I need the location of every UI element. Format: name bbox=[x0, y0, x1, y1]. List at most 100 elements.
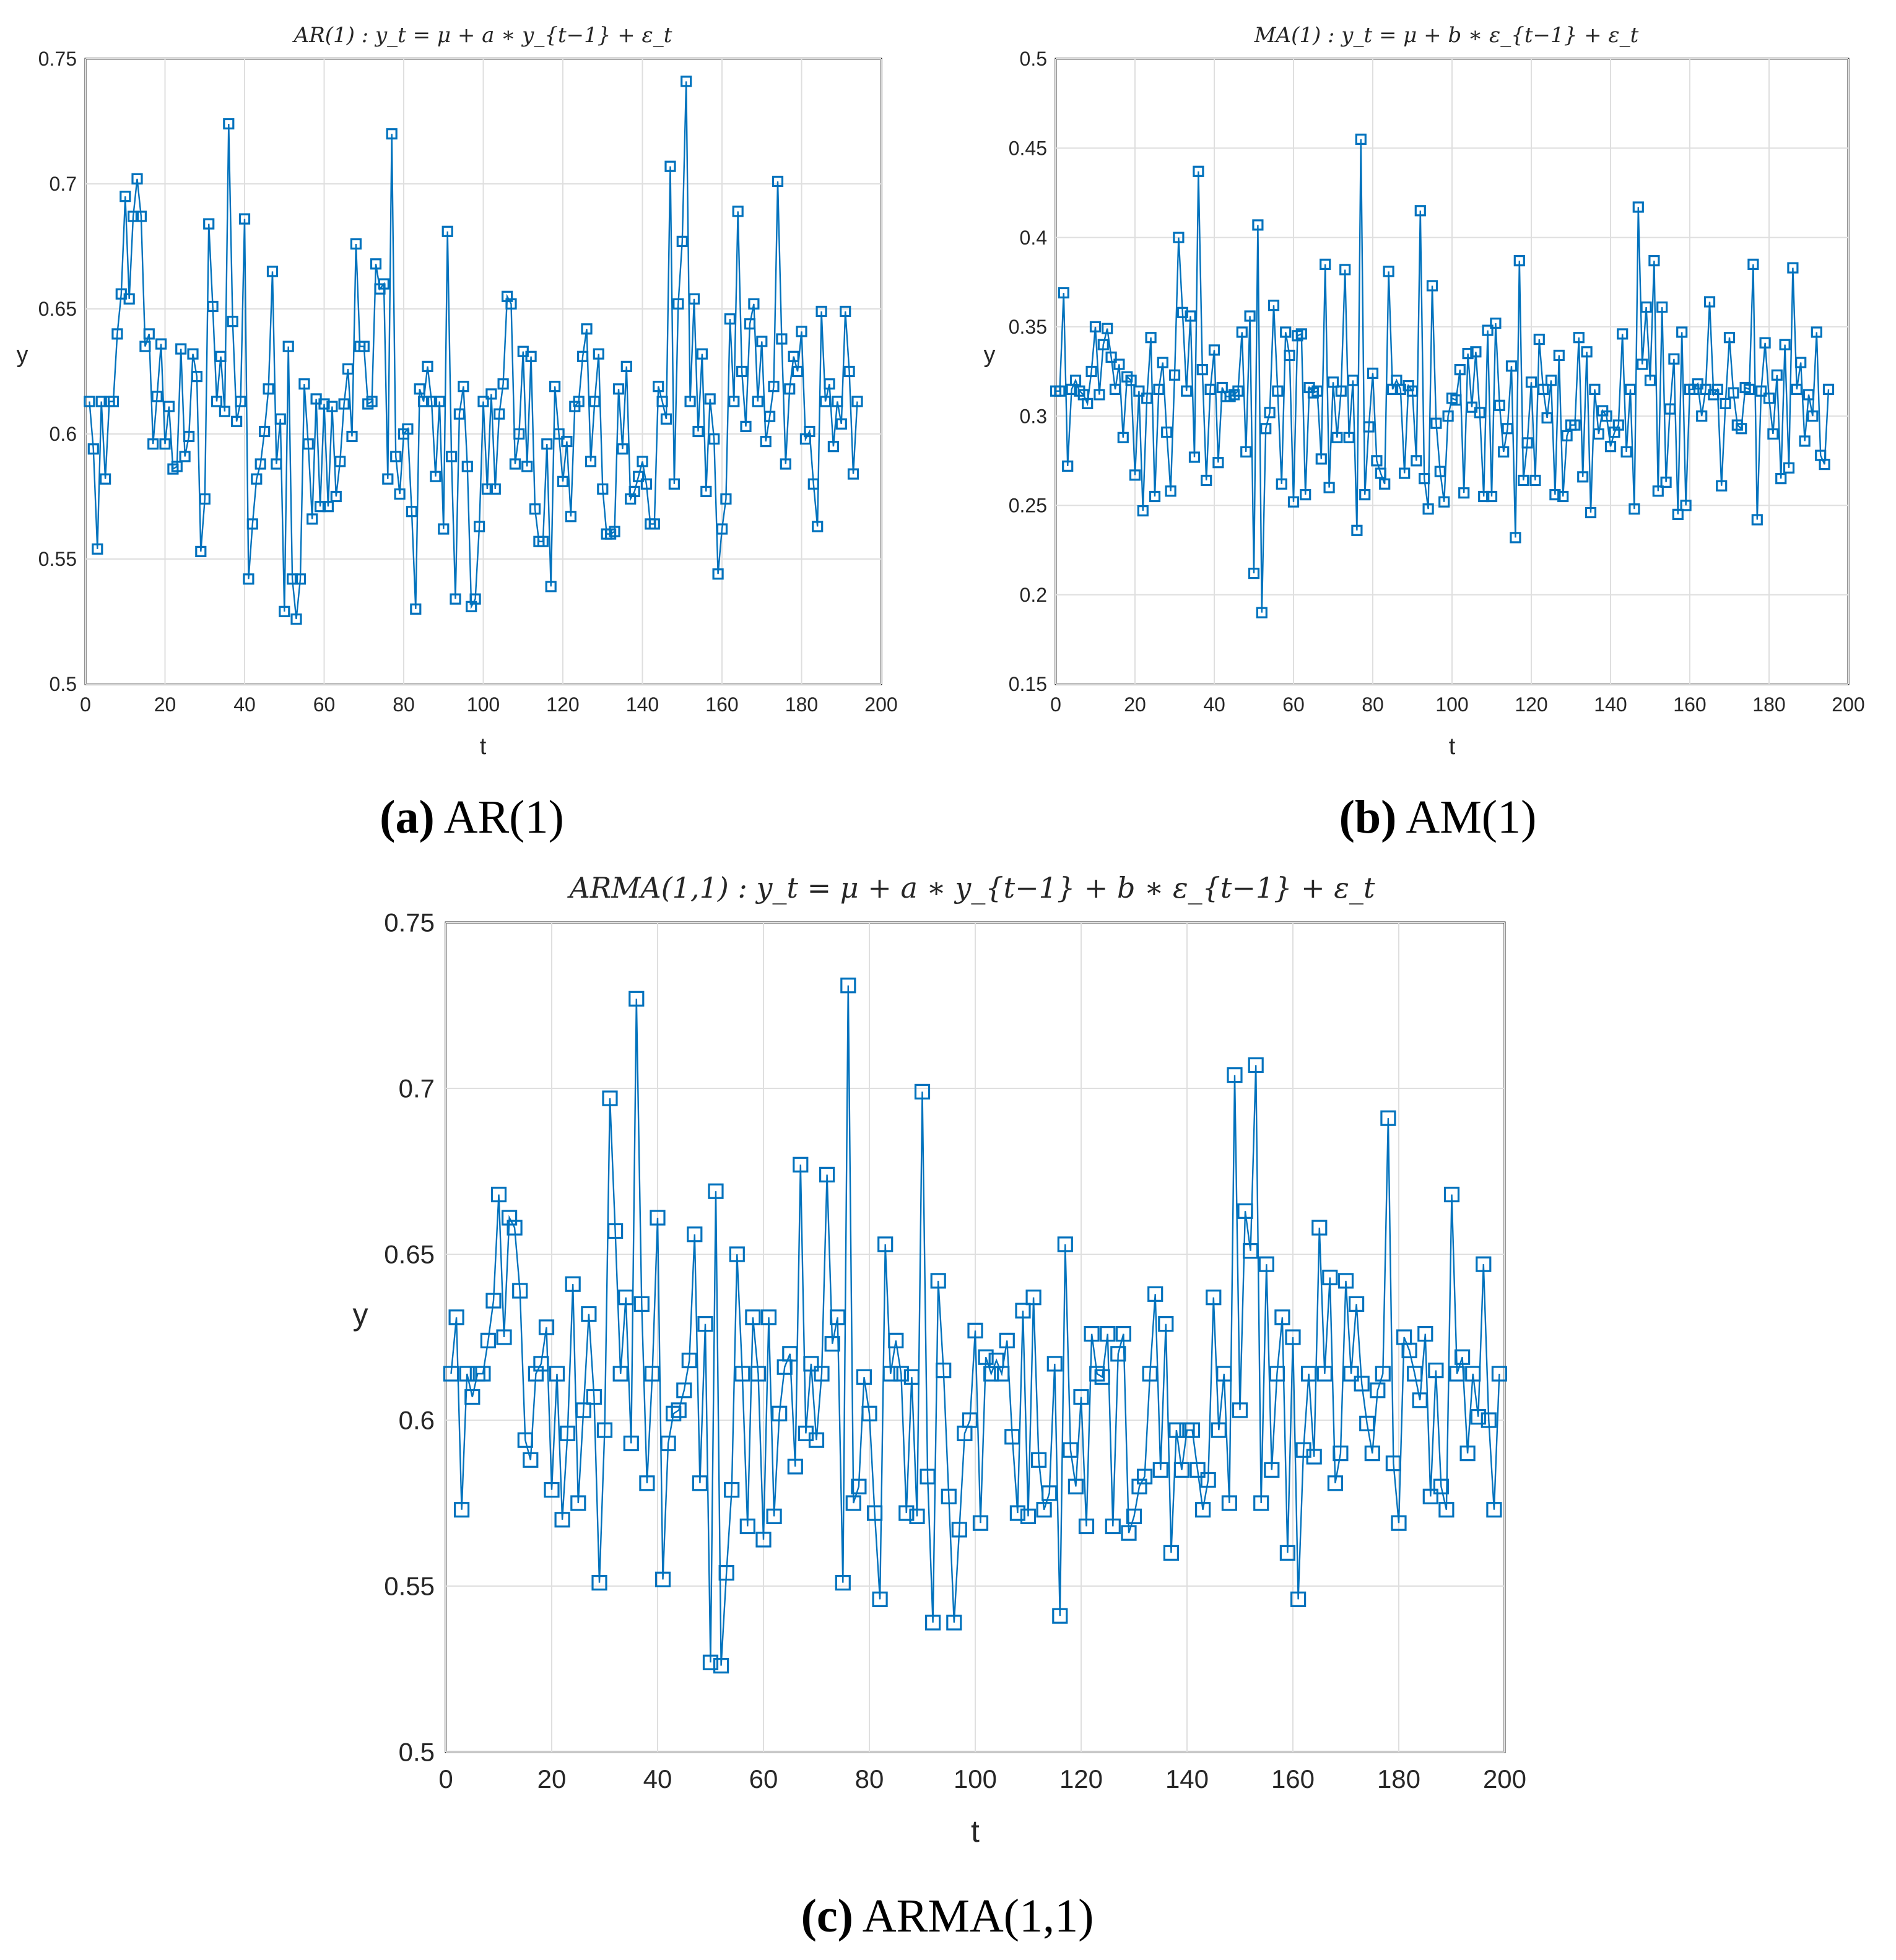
chart-ma1-data-point bbox=[1672, 508, 1684, 521]
chart-arma11-xtick-label: 40 bbox=[643, 1764, 672, 1793]
chart-ar1-data-point bbox=[648, 518, 660, 530]
chart-ar1-data-point bbox=[287, 573, 298, 585]
chart-ar1-data-point bbox=[342, 363, 354, 375]
chart-ma1-data-point bbox=[1295, 328, 1307, 340]
chart-ar1-data-point bbox=[326, 401, 338, 412]
chart-arma11-data-point bbox=[972, 1515, 989, 1531]
chart-ar1-data-point bbox=[597, 483, 609, 495]
chart-arma11-data-point bbox=[782, 1346, 798, 1362]
chart-ar1-data-point bbox=[494, 408, 505, 420]
chart-ma1-data-point bbox=[1252, 219, 1264, 231]
chart-ma1-ytick-label: 0.35 bbox=[1009, 316, 1047, 338]
chart-arma11-data-point bbox=[1009, 1505, 1026, 1521]
chart-ma1-data-point bbox=[1363, 421, 1375, 433]
chart-arma11-data-point bbox=[1168, 1422, 1185, 1438]
chart-arma11-data-point bbox=[607, 1223, 624, 1239]
chart-ar1-data-point bbox=[640, 478, 653, 490]
chart-ma1-data-point bbox=[1458, 487, 1470, 499]
chart-ar1-data-point bbox=[402, 423, 414, 435]
chart-ar1-data-point bbox=[847, 468, 859, 480]
chart-ar1-data-point bbox=[525, 350, 537, 362]
chart-ar1: AR(1) : y_t = μ + a ∗ y_{t−1} + ε_t 0.50… bbox=[17, 23, 898, 760]
chart-ar1-data-point bbox=[271, 458, 282, 470]
chart-arma11-data-point bbox=[766, 1508, 782, 1524]
chart-arma11-data-point bbox=[1089, 1366, 1105, 1382]
chart-ma1-data-point bbox=[1355, 133, 1367, 145]
chart-ma1-data-point bbox=[1450, 394, 1462, 406]
chart-arma11-data-point bbox=[618, 1290, 634, 1306]
chart-ma1: MA(1) : y_t = μ + b ∗ ε_{t−1} + ε_t 0.15… bbox=[984, 23, 1865, 760]
chart-arma11-markers bbox=[443, 978, 1507, 1674]
chart-ar1-data-point bbox=[748, 298, 760, 310]
chart-ma1-ytick-label: 0.25 bbox=[1009, 495, 1047, 517]
chart-arma11-data-point bbox=[1258, 1256, 1274, 1272]
chart-ma1-data-point bbox=[1604, 441, 1617, 453]
chart-ar1-data-point bbox=[100, 473, 111, 485]
chart-arma11-data-point bbox=[1481, 1412, 1497, 1428]
chart-ma1-xtick-label: 140 bbox=[1594, 693, 1627, 716]
chart-ar1-data-point bbox=[505, 298, 517, 310]
chart-ar1-data-point bbox=[780, 458, 791, 470]
chart-ma1-data-point bbox=[1589, 383, 1601, 396]
chart-arma11-data-point bbox=[941, 1488, 957, 1504]
chart-arma11-data-point bbox=[824, 1336, 840, 1352]
chart-ar1-data-point bbox=[458, 381, 469, 392]
chart-ar1-data-point bbox=[791, 365, 804, 378]
chart-ar1-data-point bbox=[585, 456, 597, 467]
chart-ar1-data-point bbox=[557, 475, 569, 487]
chart-arma11-xtick-label: 60 bbox=[749, 1764, 778, 1793]
chart-ar1-data-point bbox=[203, 218, 215, 230]
chart-arma11-data-point bbox=[1306, 1449, 1322, 1465]
chart-ar1-data-point bbox=[199, 493, 211, 505]
chart-arma11-data-point bbox=[1375, 1366, 1391, 1382]
chart-ma1-data-point bbox=[1533, 333, 1545, 345]
chart-arma11-data-point bbox=[523, 1452, 539, 1468]
chart-ar1-title: AR(1) : y_t = μ + a ∗ y_{t−1} + ε_t bbox=[292, 23, 672, 48]
chart-ma1-data-point bbox=[1617, 328, 1629, 340]
chart-ma1-data-point bbox=[1498, 446, 1510, 458]
chart-arma11-data-point bbox=[1285, 1329, 1301, 1345]
chart-arma11-data-point bbox=[1063, 1442, 1079, 1458]
chart-arma11-data-point bbox=[1221, 1495, 1238, 1511]
chart-ar1-data-point bbox=[382, 473, 394, 485]
chart-ma1-data-point bbox=[1232, 385, 1244, 397]
chart-ma1-data-point bbox=[1581, 346, 1593, 358]
chart-arma11-data-point bbox=[755, 1532, 772, 1548]
chart-ar1-data-point bbox=[704, 393, 716, 405]
chart-ma1-data-point bbox=[1339, 264, 1351, 275]
chart-ma1-data-point bbox=[1141, 392, 1153, 404]
chart-ar1-data-point bbox=[772, 175, 784, 188]
chart-ar1-data-point bbox=[95, 396, 107, 407]
chart-ma1-data-point bbox=[1201, 474, 1212, 487]
chart-ma1-data-point bbox=[1763, 392, 1775, 404]
chart-ar1-data-point bbox=[159, 438, 171, 450]
chart-arma11-data-point bbox=[602, 1090, 618, 1106]
chart-ar1-ytick-label: 0.7 bbox=[50, 173, 77, 195]
chart-ma1-xtick-label: 200 bbox=[1832, 693, 1864, 716]
chart-arma11-data-point bbox=[814, 1366, 830, 1382]
chart-ma1-data-point bbox=[1094, 389, 1105, 401]
chart-arma11-data-point bbox=[898, 1505, 915, 1521]
chart-arma11-data-point bbox=[565, 1276, 581, 1292]
chart-ma1-data-point bbox=[1327, 376, 1339, 388]
chart-arma11-data-point bbox=[924, 1615, 941, 1631]
chart-ar1-data-point bbox=[422, 360, 433, 373]
chart-ar1-data-point bbox=[215, 350, 227, 362]
chart-ar1-data-point bbox=[298, 378, 310, 390]
chart-ar1-data-point bbox=[736, 365, 748, 378]
chart-ar1-data-point bbox=[414, 383, 425, 395]
chart-arma11-data-point bbox=[808, 1432, 825, 1448]
chart-arma11-data-point bbox=[1476, 1256, 1492, 1272]
chart-ma1-xtick-label: 80 bbox=[1362, 693, 1384, 716]
chart-ar1-data-point bbox=[481, 483, 494, 495]
chart-ma1-data-point bbox=[1375, 467, 1386, 479]
chart-arma11-data-point bbox=[654, 1571, 671, 1587]
chart-ma1-data-point bbox=[1632, 201, 1644, 213]
chart-ma1-xtick-label: 120 bbox=[1515, 693, 1547, 716]
chart-ma1-data-point bbox=[1137, 505, 1149, 517]
chart-ar1-data-point bbox=[628, 485, 640, 498]
chart-arma11-data-point bbox=[930, 1273, 946, 1289]
chart-arma11-data-point bbox=[1200, 1472, 1216, 1488]
chart-ma1-data-point bbox=[1656, 301, 1668, 313]
chart-ma1-data-point bbox=[1117, 431, 1129, 443]
